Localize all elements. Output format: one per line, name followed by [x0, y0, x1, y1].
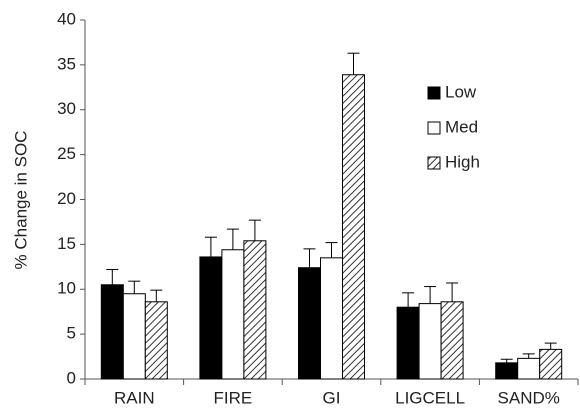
bar — [122, 293, 146, 380]
x-tick-label: RAIN — [114, 388, 155, 407]
bar — [243, 240, 267, 380]
y-tick-label: 35 — [57, 54, 76, 73]
y-tick-label: 5 — [67, 324, 76, 343]
y-tick-label: 30 — [57, 99, 76, 118]
bar — [100, 284, 124, 380]
y-tick-label: 25 — [57, 144, 76, 163]
bar — [199, 256, 223, 380]
x-tick-label: GI — [323, 388, 341, 407]
legend-swatch — [427, 156, 441, 170]
y-tick-label: 10 — [57, 279, 76, 298]
bar — [342, 74, 365, 380]
bar — [418, 303, 442, 380]
legend-label: Med — [445, 117, 478, 136]
bar — [221, 249, 245, 380]
x-tick-label: FIRE — [214, 388, 253, 407]
legend-swatch — [427, 86, 441, 100]
bar — [517, 357, 541, 380]
bar — [298, 267, 321, 380]
y-axis-label: % Change in SOC — [11, 131, 30, 270]
bar — [320, 257, 343, 380]
legend-label: Low — [445, 82, 477, 101]
x-tick-label: SAND% — [498, 388, 560, 407]
y-tick-label: 40 — [57, 9, 76, 28]
y-tick-label: 15 — [57, 234, 76, 253]
x-tick-label: LIGCELL — [395, 388, 465, 407]
legend-swatch — [427, 121, 441, 135]
y-tick-label: 0 — [67, 368, 76, 387]
bar — [440, 301, 464, 380]
y-tick-label: 20 — [57, 189, 76, 208]
legend-label: High — [445, 152, 480, 171]
bar — [495, 362, 519, 380]
bar — [144, 301, 168, 380]
bar — [396, 306, 420, 380]
bar — [539, 348, 563, 380]
